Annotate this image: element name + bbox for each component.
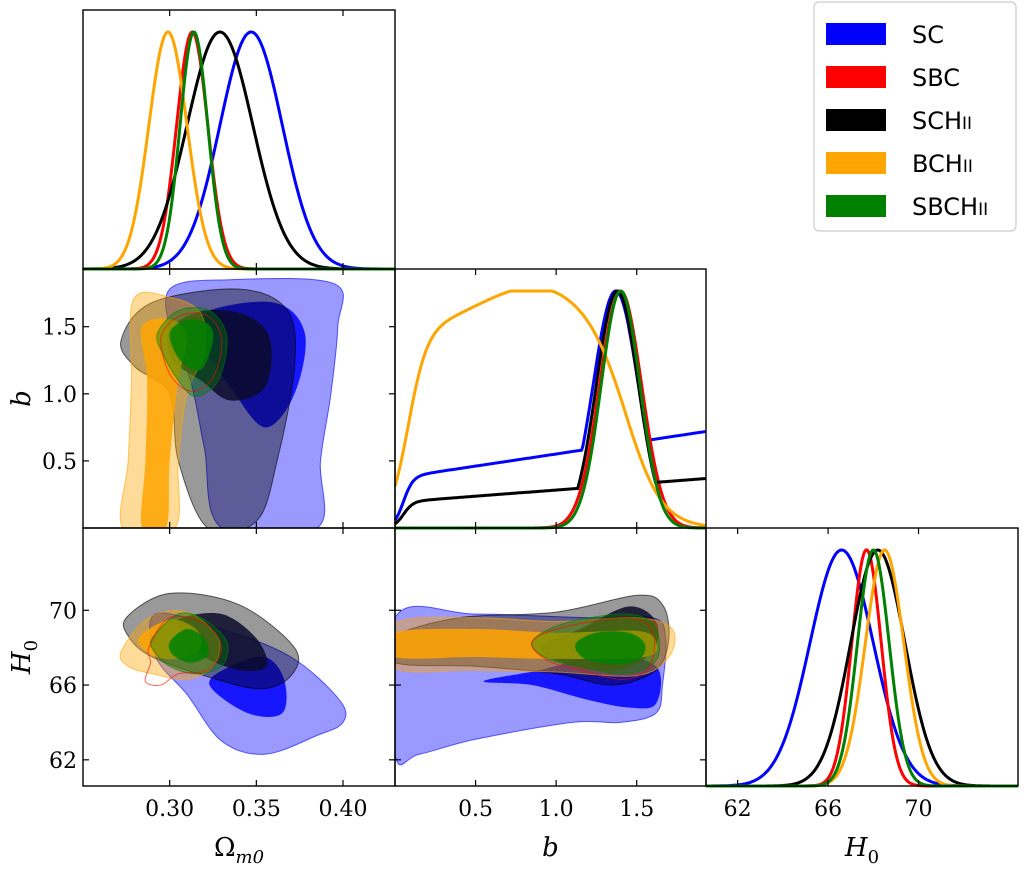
contour-68-BCHII [140, 318, 188, 528]
legend-label-SCHII: SCHII [912, 107, 972, 135]
contour-68-SCHII [176, 612, 268, 671]
panel_H0_Om [119, 592, 347, 755]
legend-label-SBC: SBC [912, 64, 960, 92]
x-tick-label-Om: 0.40 [319, 797, 368, 822]
panel-frame-2-2 [705, 527, 1019, 787]
y-tick-label-b: 1.0 [42, 383, 77, 408]
y-tick-label-b: 0.5 [42, 450, 77, 475]
panel_H0_b [395, 594, 676, 766]
legend-swatch-SBCHII [826, 195, 886, 217]
y-tick-label-H0: 66 [49, 674, 77, 699]
x-tick-label-b: 1.0 [539, 797, 574, 822]
legend-label-BCHII: BCHII [912, 150, 973, 178]
y-tick-label-H0: 70 [49, 599, 77, 624]
contour-68-SBCHII [575, 631, 646, 665]
x-axis-label-b: b [542, 833, 559, 863]
contour-95-SBC [160, 312, 223, 392]
contour-68-SBCHII [168, 628, 209, 663]
x-tick-label-b: 1.5 [619, 797, 654, 822]
legend-swatch-SBC [826, 66, 886, 88]
contour-68-SBCHII [169, 319, 214, 371]
y-tick-label-b: 1.5 [42, 316, 77, 341]
x-tick-label-H0: 62 [724, 797, 752, 822]
legend-swatch-SC [826, 23, 886, 45]
y-axis-label-H0: H0 [7, 640, 42, 675]
density-b-SC [393, 289, 707, 521]
panel_b_Om [119, 277, 344, 528]
legend-swatch-SCHII [826, 109, 886, 131]
x-tick-label-H0: 70 [905, 797, 933, 822]
y-axis-label-b: b [7, 390, 37, 407]
x-tick-label-b: 0.5 [458, 797, 493, 822]
contour-95-SBC [531, 617, 656, 680]
legend-swatch-BCHII [826, 152, 886, 174]
x-axis-label-H0: H0 [844, 833, 879, 868]
contour-68-SC [209, 656, 287, 717]
x-tick-label-Om: 0.30 [145, 797, 194, 822]
y-tick-label-H0: 62 [49, 749, 77, 774]
legend-label-SBCHII: SBCHII [912, 193, 988, 221]
contour-95-SBC [144, 615, 223, 686]
x-axis-label-Om: Ωm0 [214, 833, 264, 868]
legend-label-SC: SC [912, 21, 944, 49]
x-tick-label-Om: 0.35 [232, 797, 281, 822]
density-b-BCHII [393, 289, 707, 527]
x-tick-label-H0: 66 [814, 797, 842, 822]
